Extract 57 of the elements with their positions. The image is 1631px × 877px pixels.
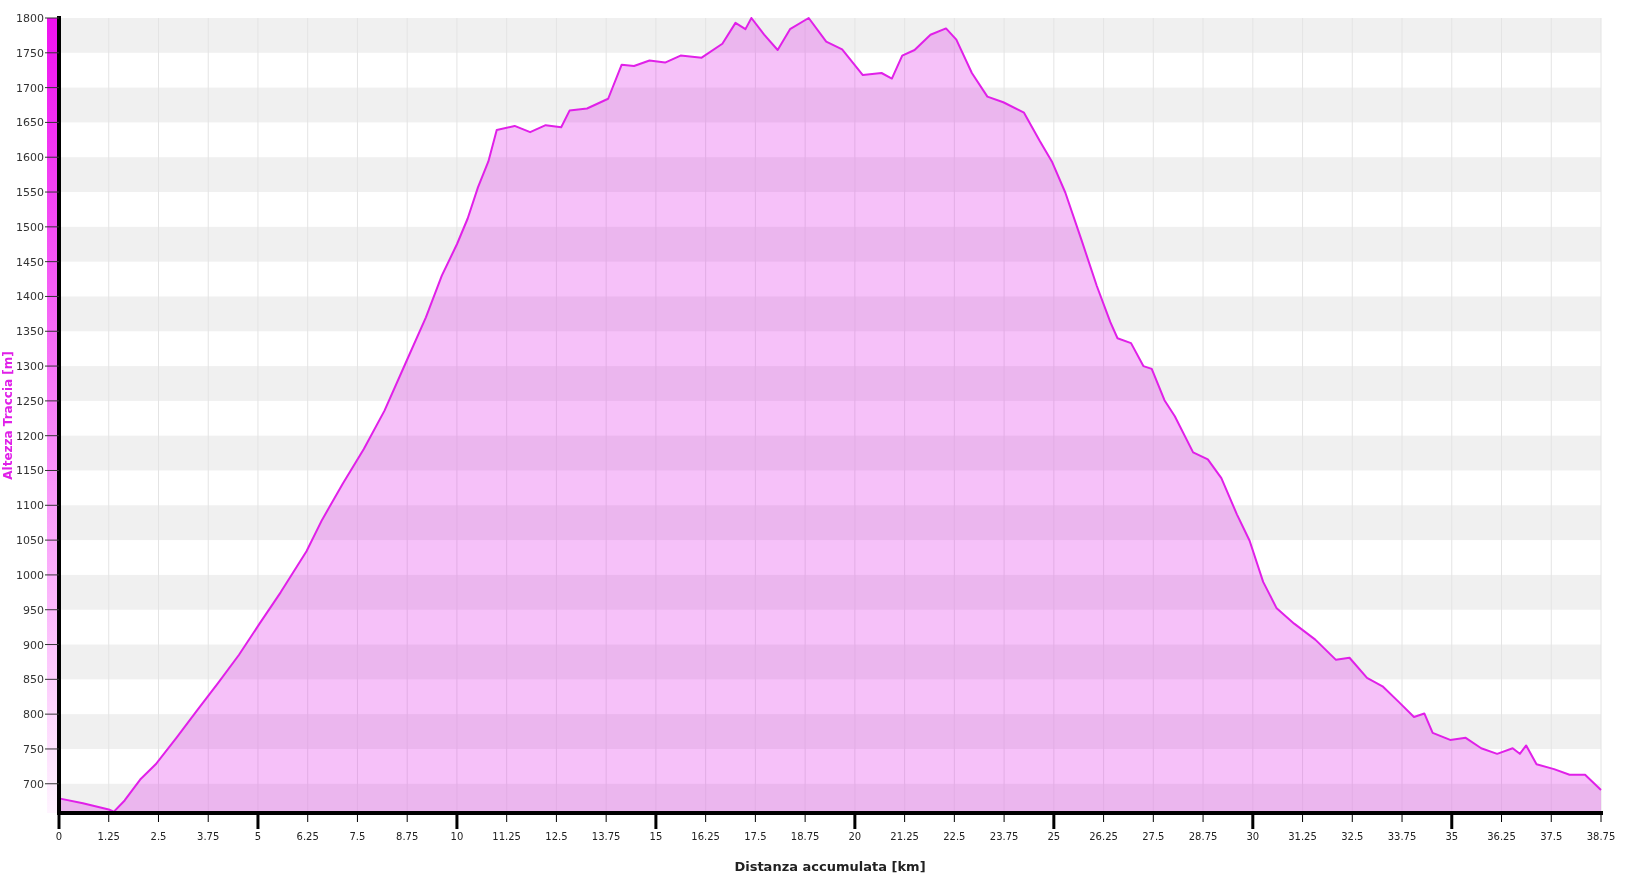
x-tick-label: 26.25 [1089,831,1118,842]
y-tick-label: 1800 [16,12,44,25]
x-tick-label: 30 [1246,831,1260,842]
x-tick-label: 33.75 [1387,831,1417,842]
x-tick-label: 3.75 [197,831,220,842]
x-tick-label: 31.25 [1288,831,1317,842]
x-tick-label: 23.75 [989,831,1019,842]
x-tick-label: 36.25 [1487,831,1516,842]
y-tick-label: 1150 [16,464,44,478]
y-tick-label: 750 [23,742,44,756]
y-tick-label: 1650 [16,116,44,130]
y-tick-label: 1100 [16,499,44,513]
y-tick-label: 1750 [16,46,44,60]
y-tick-label: 1350 [16,325,44,339]
y-tick-label: 1300 [16,360,44,374]
y-tick-label: 1450 [16,255,44,269]
y-tick-label: 1050 [16,534,44,548]
y-tick-label: 1000 [16,568,44,582]
y-tick-label: 900 [23,638,44,652]
x-tick-label: 2.5 [150,831,167,842]
y-tick-label: 950 [23,603,44,617]
x-tick-label: 22.5 [943,831,966,842]
x-tick-label: 20 [848,831,862,842]
y-tick-label: 700 [23,777,44,791]
x-tick-label: 7.5 [349,831,366,842]
y-tick-label: 800 [23,708,44,722]
x-tick-label: 18.75 [790,831,820,842]
x-tick-label: 10 [450,831,464,842]
y-tick-label: 1250 [16,394,44,408]
x-tick-label: 25 [1047,831,1061,842]
x-tick-label: 16.25 [691,831,720,842]
y-tick-label: 1700 [16,81,44,95]
y-axis-title: Altezza Traccia [m] [1,351,15,480]
y-tick-label: 1550 [16,186,44,200]
y-tick-label: 1600 [16,151,44,165]
y-tick-label: 1400 [16,290,44,304]
x-tick-label: 13.75 [591,831,621,842]
x-tick-label: 12.5 [545,831,568,842]
x-tick-label: 35 [1445,831,1459,842]
x-tick-label: 38.75 [1586,831,1616,842]
x-tick-label: 6.25 [296,831,319,842]
y-tick-label: 1200 [16,429,44,443]
x-tick-label: 15 [649,831,663,842]
x-tick-label: 37.5 [1540,831,1563,842]
x-tick-label: 28.75 [1188,831,1218,842]
x-tick-label: 0 [55,831,63,842]
x-tick-label: 17.5 [744,831,767,842]
x-axis-title: Distanza accumulata [km] [734,859,926,874]
x-tick-label: 1.25 [97,831,120,842]
x-tick-label: 21.25 [890,831,919,842]
x-tick-label: 8.75 [396,831,419,842]
x-tick-label: 32.5 [1341,831,1364,842]
x-tick-label: 5 [254,831,262,842]
x-tick-label: 27.5 [1142,831,1165,842]
x-tick-label: 11.25 [492,831,521,842]
y-tick-label: 1500 [16,220,44,234]
y-tick-label: 850 [23,673,44,687]
